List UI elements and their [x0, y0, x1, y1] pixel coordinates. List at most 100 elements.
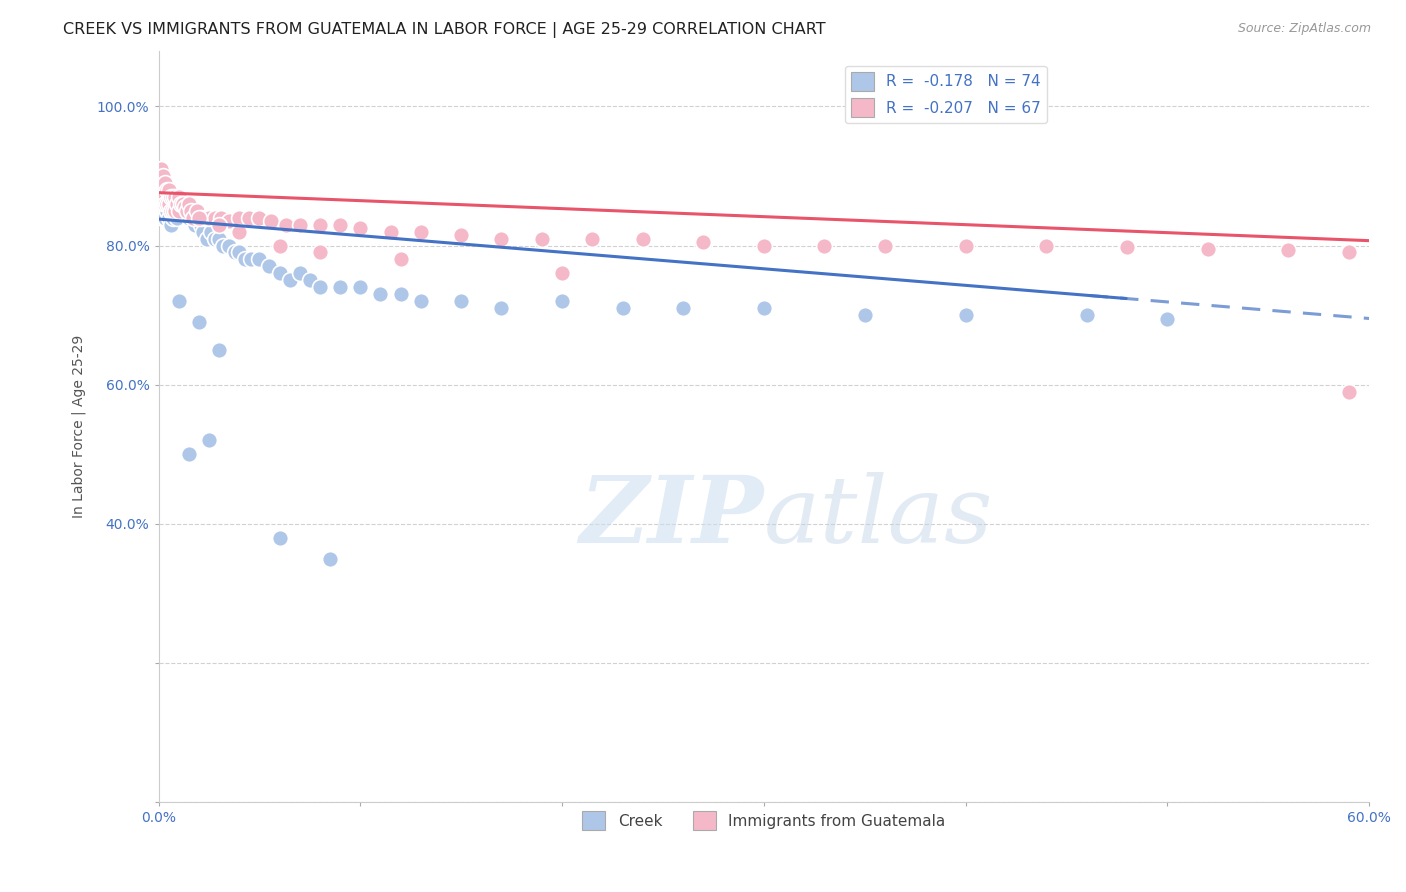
- Point: [672, 301, 695, 315]
- Point: [581, 231, 603, 245]
- Point: [180, 203, 202, 218]
- Point: [208, 343, 231, 357]
- Point: [172, 203, 194, 218]
- Point: [349, 221, 371, 235]
- Point: [167, 190, 190, 204]
- Point: [166, 196, 188, 211]
- Point: [319, 551, 342, 566]
- Point: [177, 211, 200, 225]
- Point: [155, 203, 177, 218]
- Point: [155, 190, 177, 204]
- Point: [212, 238, 235, 252]
- Point: [204, 231, 226, 245]
- Point: [153, 176, 176, 190]
- Point: [186, 203, 208, 218]
- Point: [152, 176, 174, 190]
- Point: [269, 238, 291, 252]
- Point: [187, 211, 209, 225]
- Point: [1116, 240, 1139, 254]
- Point: [152, 196, 174, 211]
- Point: [159, 203, 181, 218]
- Point: [155, 183, 177, 197]
- Point: [149, 161, 172, 176]
- Point: [149, 183, 172, 197]
- Point: [172, 196, 194, 211]
- Point: [1337, 384, 1360, 399]
- Point: [149, 190, 172, 204]
- Point: [233, 252, 256, 267]
- Point: [180, 203, 202, 218]
- Point: [612, 301, 634, 315]
- Point: [163, 203, 186, 218]
- Point: [409, 225, 432, 239]
- Point: [1197, 242, 1219, 256]
- Point: [228, 211, 250, 225]
- Point: [170, 196, 193, 211]
- Point: [153, 183, 176, 197]
- Point: [157, 211, 180, 225]
- Point: [159, 190, 181, 204]
- Point: [163, 190, 186, 204]
- Point: [551, 294, 574, 309]
- Point: [218, 238, 240, 252]
- Point: [309, 218, 332, 232]
- Point: [187, 211, 209, 225]
- Point: [176, 203, 198, 218]
- Point: [209, 211, 232, 225]
- Point: [162, 190, 184, 204]
- Point: [813, 238, 835, 252]
- Point: [224, 245, 246, 260]
- Point: [149, 169, 172, 183]
- Point: [163, 190, 186, 204]
- Point: [159, 218, 181, 232]
- Point: [1277, 244, 1299, 258]
- Point: [176, 203, 198, 218]
- Point: [955, 238, 977, 252]
- Point: [167, 203, 190, 218]
- Point: [159, 203, 181, 218]
- Point: [278, 273, 301, 287]
- Point: [157, 183, 180, 197]
- Point: [260, 214, 283, 228]
- Point: [218, 214, 240, 228]
- Point: [269, 531, 291, 545]
- Point: [238, 211, 260, 225]
- Point: [204, 211, 226, 225]
- Point: [190, 211, 212, 225]
- Point: [198, 434, 221, 448]
- Point: [157, 196, 180, 211]
- Point: [159, 190, 181, 204]
- Text: Source: ZipAtlas.com: Source: ZipAtlas.com: [1237, 22, 1371, 36]
- Point: [298, 273, 321, 287]
- Point: [309, 280, 332, 294]
- Point: [187, 315, 209, 329]
- Point: [269, 266, 291, 280]
- Point: [370, 287, 392, 301]
- Point: [152, 190, 174, 204]
- Point: [162, 203, 184, 218]
- Point: [208, 218, 231, 232]
- Point: [228, 225, 250, 239]
- Point: [530, 231, 553, 245]
- Point: [155, 196, 177, 211]
- Point: [1076, 308, 1098, 322]
- Legend: Creek, Immigrants from Guatemala: Creek, Immigrants from Guatemala: [576, 805, 952, 836]
- Point: [309, 245, 332, 260]
- Point: [162, 196, 184, 211]
- Point: [153, 196, 176, 211]
- Point: [752, 301, 775, 315]
- Y-axis label: In Labor Force | Age 25-29: In Labor Force | Age 25-29: [72, 334, 86, 518]
- Point: [177, 196, 200, 211]
- Point: [491, 301, 513, 315]
- Point: [288, 218, 311, 232]
- Point: [152, 211, 174, 225]
- Point: [153, 211, 176, 225]
- Text: ZIP: ZIP: [579, 472, 763, 562]
- Point: [191, 225, 214, 239]
- Point: [153, 196, 176, 211]
- Point: [200, 225, 222, 239]
- Point: [389, 287, 412, 301]
- Point: [288, 266, 311, 280]
- Point: [873, 238, 896, 252]
- Point: [349, 280, 371, 294]
